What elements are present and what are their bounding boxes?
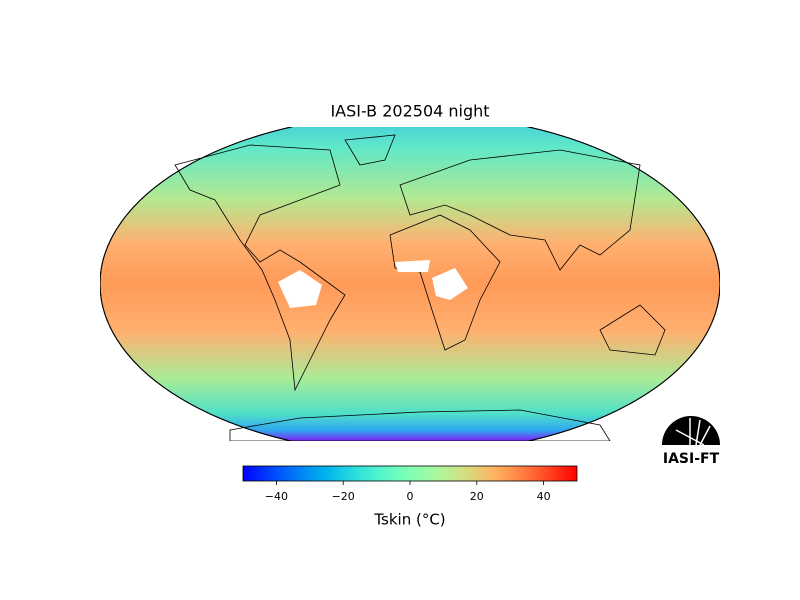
coastlines — [174, 134, 666, 441]
colorbar-tick-label: −40 — [265, 490, 288, 503]
logo-lines — [675, 418, 711, 446]
colorbar-tick-label: 20 — [470, 490, 484, 503]
logo-text: IASI-FT — [663, 451, 720, 467]
colorbar-tick-label: −20 — [332, 490, 355, 503]
map-title: IASI-B 202504 night — [330, 102, 489, 121]
logo: IASI-FT — [662, 416, 720, 467]
missing-data — [278, 260, 468, 308]
logo-icon — [662, 416, 720, 445]
map — [100, 127, 720, 441]
colorbar — [242, 465, 578, 482]
colorbar-label: Tskin (°C) — [373, 511, 445, 529]
colorbar-tick-label: 40 — [537, 490, 551, 503]
map-surface — [100, 127, 720, 441]
colorbar-tick-label: 0 — [407, 490, 414, 503]
